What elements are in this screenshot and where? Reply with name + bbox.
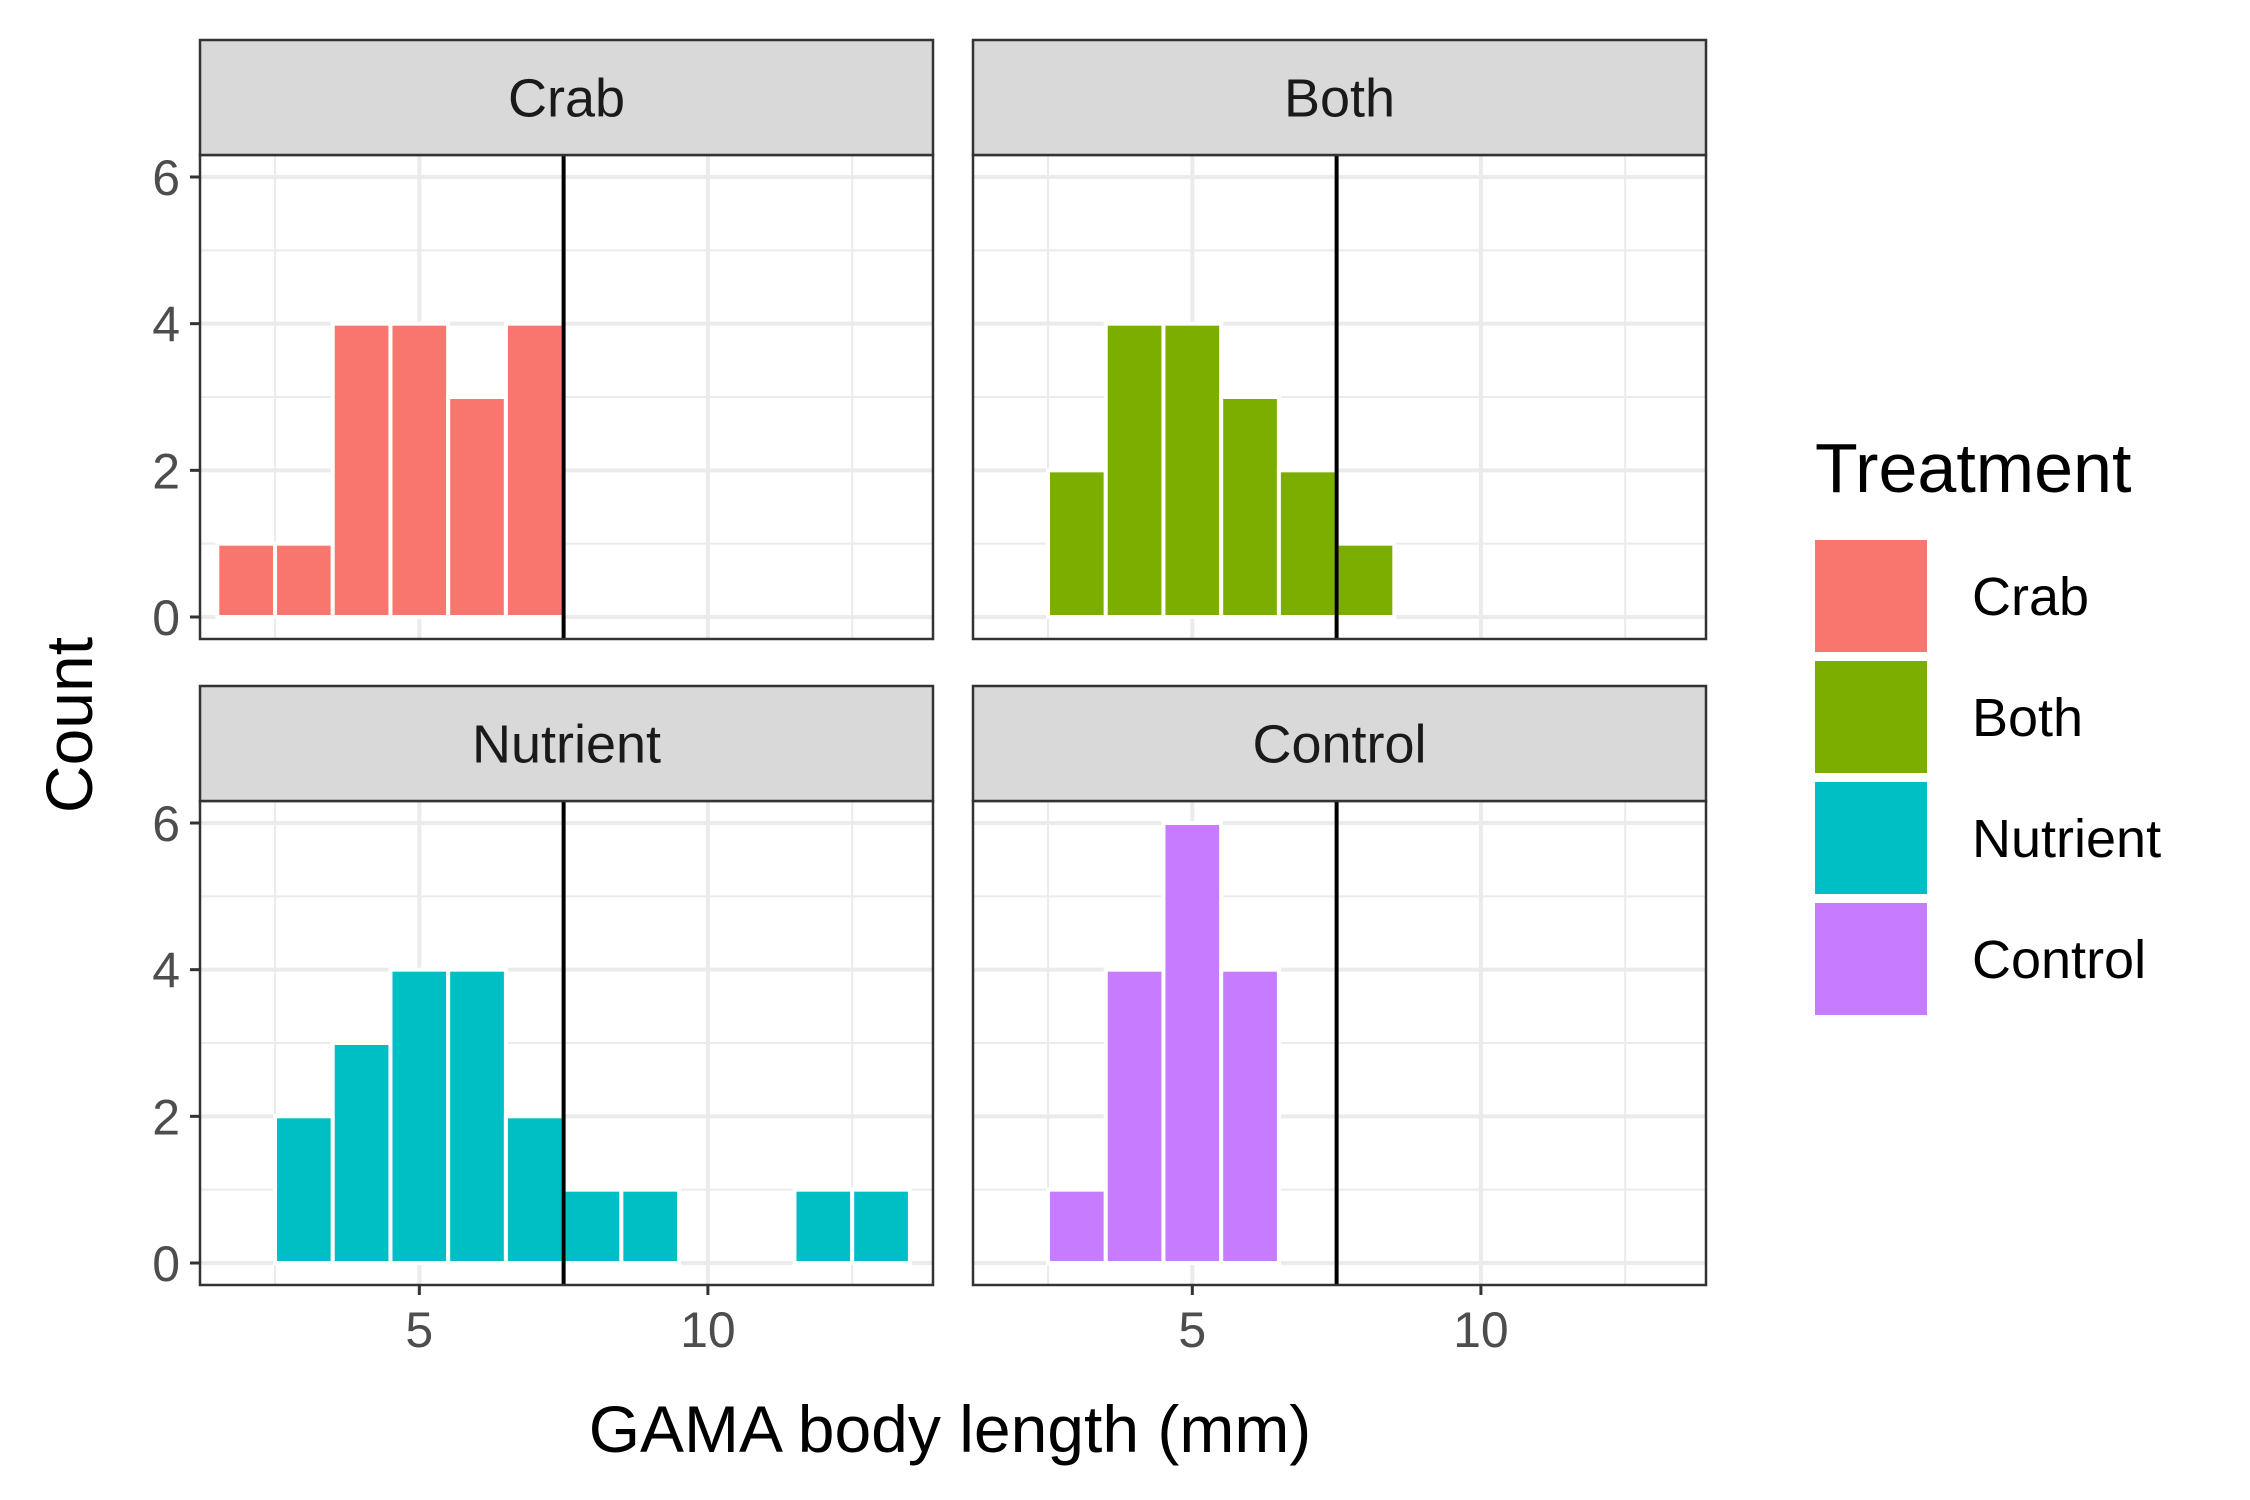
- histogram-bar: [792, 1187, 855, 1265]
- facet-strip-label: Control: [1252, 715, 1426, 775]
- legend-title: Treatment: [1815, 429, 2131, 507]
- histogram-bar: [1276, 468, 1339, 620]
- histogram-bar: [330, 1041, 393, 1265]
- legend-key-nutrient: [1815, 782, 1927, 894]
- histogram-bar: [330, 321, 393, 619]
- histogram-bar: [1103, 321, 1166, 619]
- y-tick-label: 6: [152, 150, 180, 206]
- y-axis-title: Count: [32, 637, 106, 813]
- panel-both: Both: [971, 38, 1708, 641]
- histogram-bar: [1046, 1187, 1108, 1265]
- legend-label-nutrient: Nutrient: [1972, 809, 2161, 869]
- histogram-bar: [1219, 967, 1281, 1266]
- histogram-bar: [1161, 321, 1224, 619]
- legend-key-both: [1815, 661, 1927, 773]
- histogram-bar: [503, 321, 566, 619]
- legend: Treatment Crab Both Nutrient Control: [1815, 429, 2161, 1015]
- histogram-bar: [561, 1187, 624, 1265]
- histogram-bar: [1334, 541, 1397, 620]
- y-tick-label: 6: [152, 796, 180, 852]
- histogram-bar: [503, 1114, 566, 1266]
- y-tick-label: 2: [152, 443, 180, 499]
- histogram-bar: [619, 1187, 682, 1265]
- histogram-bar: [1219, 395, 1281, 619]
- legend-label-control: Control: [1972, 930, 2146, 990]
- y-tick-label: 4: [152, 297, 180, 353]
- histogram-bar: [273, 1114, 335, 1266]
- x-tick-label: 10: [1453, 1302, 1509, 1358]
- x-tick-label: 5: [405, 1302, 433, 1358]
- histogram-bar: [1161, 821, 1224, 1265]
- facet-panels: Crab 0 2 4 6 Both Nutrient 0 2 4 6 5 10 Control 5 10: [152, 38, 1708, 1358]
- y-tick-label: 2: [152, 1089, 180, 1145]
- facet-strip-label: Both: [1284, 69, 1395, 129]
- x-tick-label: 5: [1178, 1302, 1206, 1358]
- legend-label-crab: Crab: [1972, 567, 2089, 627]
- facet-strip: [971, 684, 1708, 803]
- histogram-bar: [1103, 967, 1166, 1266]
- facet-strip: [198, 684, 935, 803]
- legend-label-both: Both: [1972, 688, 2083, 748]
- panel-control: Control 5 10: [971, 684, 1708, 1358]
- panel-crab: Crab 0 2 4 6: [152, 38, 935, 646]
- histogram-bar: [446, 395, 508, 619]
- histogram-bar: [446, 967, 508, 1266]
- y-tick-label: 0: [152, 590, 180, 646]
- x-tick-label: 10: [680, 1302, 736, 1358]
- histogram-bar: [273, 541, 335, 620]
- facet-strip-label: Crab: [508, 69, 625, 129]
- panel-nutrient: Nutrient 0 2 4 6 5 10: [152, 684, 935, 1358]
- histogram-bar: [850, 1187, 912, 1265]
- facet-strip-label: Nutrient: [472, 715, 661, 775]
- facet-strip: [198, 38, 935, 157]
- histogram-bar: [1046, 468, 1108, 620]
- histogram-bar: [388, 321, 451, 619]
- histogram-bar: [388, 967, 451, 1266]
- legend-key-crab: [1815, 540, 1927, 652]
- legend-key-control: [1815, 903, 1927, 1015]
- facet-strip: [971, 38, 1708, 157]
- y-tick-label: 0: [152, 1236, 180, 1292]
- x-axis-title: GAMA body length (mm): [589, 1392, 1312, 1466]
- y-tick-label: 4: [152, 943, 180, 999]
- histogram-bar: [215, 541, 278, 620]
